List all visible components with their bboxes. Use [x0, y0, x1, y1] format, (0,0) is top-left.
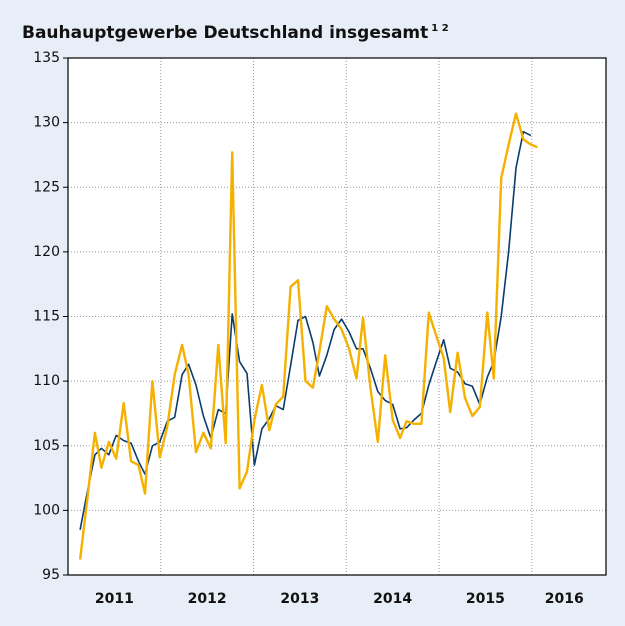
- plot-area: [68, 58, 606, 575]
- x-tick-label: 2014: [373, 591, 412, 607]
- x-tick-label: 2012: [188, 591, 227, 607]
- x-tick-label: 2015: [466, 591, 505, 607]
- x-tick-label: 2016: [545, 591, 584, 607]
- y-tick-label: 115: [33, 309, 60, 325]
- y-tick-label: 100: [33, 502, 60, 518]
- title-superscript: 1 2: [431, 23, 448, 34]
- y-tick-label: 125: [33, 179, 60, 195]
- y-tick-label: 110: [33, 373, 60, 389]
- y-tick-label: 105: [33, 438, 60, 454]
- y-tick-label: 120: [33, 244, 60, 260]
- y-tick-label: 95: [42, 567, 60, 583]
- title-text: Bauhauptgewerbe Deutschland insgesamt: [22, 23, 428, 43]
- plot-frame: [67, 57, 607, 576]
- x-tick-label: 2011: [95, 591, 134, 607]
- series-line: [78, 112, 538, 560]
- y-tick-label: 130: [33, 115, 60, 131]
- y-tick-label: 135: [33, 50, 60, 66]
- x-tick-label: 2013: [280, 591, 319, 607]
- chart-title: Bauhauptgewerbe Deutschland insgesamt 1 2: [22, 23, 449, 43]
